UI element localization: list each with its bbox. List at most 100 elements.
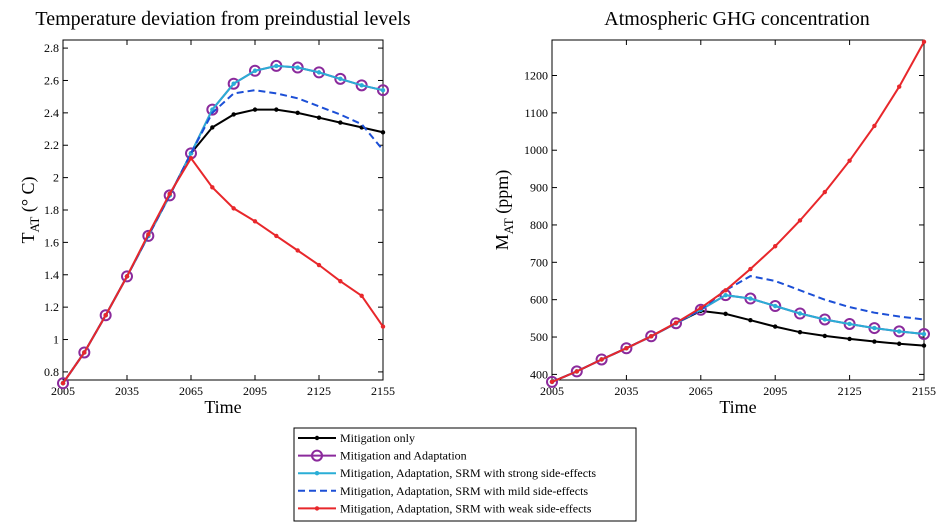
- temperature-point-4: [252, 219, 258, 224]
- ghg-point-4: [599, 357, 604, 362]
- ghg-x-tick-label: 2155: [912, 384, 936, 398]
- temperature-point-4: [316, 262, 322, 268]
- ghg-point-2: [872, 325, 877, 331]
- legend-label-1: Mitigation and Adaptation: [340, 449, 467, 463]
- ghg-point-0: [897, 341, 902, 346]
- temperature-y-tick-label: 2.2: [44, 138, 59, 152]
- legend-marker-1: [311, 449, 323, 462]
- ghg-point-4: [624, 346, 629, 351]
- temperature-point-4: [60, 381, 66, 386]
- temperature-point-1: [57, 377, 69, 390]
- ghg-point-2: [822, 317, 827, 322]
- ghg-y-tick-label: 700: [530, 255, 548, 269]
- ghg-x-tick-label: 2005: [540, 384, 564, 398]
- legend-label-0: Mitigation only: [340, 431, 415, 445]
- ghg-y-tick-label: 1200: [524, 68, 548, 82]
- temperature-point-1: [313, 66, 325, 79]
- temperature-point-0: [274, 107, 279, 112]
- ghg-x-tick-label: 2095: [763, 384, 787, 398]
- ghg-point-4: [921, 39, 927, 45]
- temperature-point-0: [316, 115, 322, 120]
- temperature-y-tick-label: 1: [53, 333, 59, 347]
- temperature-point-2: [316, 70, 322, 75]
- temperature-point-0: [295, 110, 300, 116]
- ghg-y-tick-label: 900: [530, 181, 548, 195]
- temperature-y-tick-label: 2.8: [44, 41, 59, 55]
- ghg-series-line-4: [551, 41, 925, 383]
- temperature-point-1: [121, 270, 133, 283]
- legend-marker-0: [314, 435, 320, 441]
- temperature-point-2: [252, 68, 258, 73]
- ghg-point-0: [847, 336, 852, 342]
- ghg-y-tick-label: 1000: [524, 143, 548, 157]
- ghg-point-4: [822, 189, 827, 195]
- temperature-x-tick-label: 2005: [51, 384, 75, 398]
- temperature-x-label: Time: [204, 397, 241, 417]
- ghg-point-4: [847, 158, 852, 163]
- temperature-y-label-main: T: [18, 233, 38, 244]
- ghg-point-4: [797, 218, 803, 223]
- temperature-x-tick-label: 2125: [307, 384, 331, 398]
- temperature-point-4: [124, 274, 130, 279]
- temperature-point-2: [274, 63, 279, 69]
- temperature-y-tick-label: 2.6: [44, 73, 59, 87]
- temperature-point-1: [99, 309, 112, 322]
- ghg-y-tick-label: 500: [530, 330, 548, 344]
- ghg-chart: Atmospheric GHG concentration 400 500 600 7…: [492, 8, 936, 417]
- ghg-point-0: [723, 311, 728, 317]
- temperature-point-4: [82, 350, 87, 355]
- temperature-x-tick-label: 2095: [243, 384, 267, 398]
- ghg-point-2: [748, 296, 753, 301]
- temperature-y-ticks: 0.8 1 1.2 1.4 1.6 1.8 2 2.2 2.4 2.6 2.8: [44, 41, 383, 379]
- ghg-y-label-main: M: [492, 234, 512, 250]
- ghg-point-1: [645, 330, 658, 343]
- ghg-x-tick-label: 2065: [689, 384, 713, 398]
- ghg-point-2: [797, 311, 803, 316]
- ghg-point-0: [822, 333, 827, 339]
- temperature-point-4: [231, 206, 236, 211]
- temperature-point-4: [295, 248, 300, 253]
- temperature-x-ticks: 2005 2035 2065 2095 2125 2155: [51, 40, 395, 398]
- ghg-point-2: [897, 329, 902, 334]
- temperature-point-4: [380, 324, 386, 329]
- ghg-point-2: [847, 321, 852, 327]
- temperature-y-tick-label: 0.8: [44, 365, 59, 379]
- ghg-x-tick-label: 2035: [614, 384, 638, 398]
- temperature-series-line-4: [62, 156, 384, 384]
- temperature-point-1: [78, 346, 91, 359]
- ghg-x-label: Time: [719, 397, 756, 417]
- temperature-y-tick-label: 1.6: [44, 235, 59, 249]
- temperature-point-1: [227, 77, 240, 90]
- temperature-y-tick-label: 1.8: [44, 203, 59, 217]
- temperature-point-1: [355, 79, 368, 92]
- temperature-y-tick-label: 1.4: [44, 268, 59, 282]
- temperature-point-0: [231, 112, 236, 117]
- ghg-point-1: [595, 353, 608, 366]
- ghg-point-4: [897, 84, 902, 89]
- ghg-y-tick-label: 800: [530, 218, 548, 232]
- ghg-chart-title: Atmospheric GHG concentration: [604, 8, 869, 30]
- ghg-point-4: [673, 320, 679, 326]
- temperature-point-4: [146, 232, 151, 237]
- ghg-point-2: [723, 292, 728, 298]
- legend-label-2: Mitigation, Adaptation, SRM with strong …: [340, 466, 596, 480]
- temperature-x-tick-label: 2035: [115, 384, 139, 398]
- ghg-point-0: [748, 318, 753, 323]
- ghg-point-1: [670, 317, 682, 330]
- legend-items: Mitigation only Mitigation and Adaptation…: [298, 431, 596, 515]
- temperature-x-tick-label: 2065: [179, 384, 203, 398]
- ghg-series: [546, 39, 930, 388]
- ghg-y-ticks: 400 500 600 700 800 900 1000 1100 1200: [524, 68, 924, 381]
- ghg-point-4: [748, 266, 753, 272]
- ghg-y-tick-label: 400: [530, 367, 548, 381]
- temperature-point-4: [188, 155, 194, 161]
- ghg-point-4: [723, 288, 728, 293]
- ghg-point-2: [921, 331, 927, 337]
- temperature-plot-area: [62, 39, 384, 381]
- ghg-point-4: [773, 244, 778, 249]
- temperature-point-4: [359, 293, 364, 299]
- temperature-point-1: [249, 64, 261, 77]
- ghg-point-1: [570, 365, 583, 378]
- ghg-point-4: [698, 305, 703, 311]
- temperature-y-tick-label: 2: [53, 171, 59, 185]
